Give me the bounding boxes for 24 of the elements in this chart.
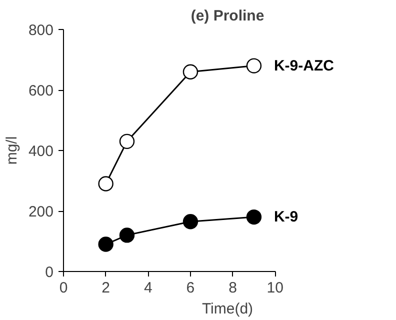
point <box>119 228 135 243</box>
point <box>182 64 198 80</box>
point <box>98 236 114 252</box>
series-label: K-9-AZC <box>274 57 334 74</box>
x-tick-label: 8 <box>228 280 237 296</box>
y-tick-label: 0 <box>45 264 54 281</box>
point <box>246 209 262 225</box>
x-tick-label: 2 <box>102 280 110 296</box>
y-tick-label: 400 <box>28 143 54 160</box>
point <box>98 176 114 192</box>
y-tick-label: 200 <box>28 204 54 220</box>
y-tick-label: 600 <box>28 82 54 100</box>
chart-title: (e) Proline <box>190 8 264 24</box>
y-tick-label: 800 <box>28 22 54 39</box>
x-tick-label: 10 <box>266 280 284 296</box>
x-axis-title: Time(d) <box>202 300 254 318</box>
x-tick-label: 6 <box>186 280 195 296</box>
point <box>246 58 262 74</box>
x-tick-label: 4 <box>144 280 152 296</box>
y-axis-title: mg/l <box>3 136 20 165</box>
point <box>182 214 198 230</box>
series-label: K-9 <box>274 208 298 226</box>
x-tick-label: 0 <box>59 280 68 296</box>
point <box>119 134 135 150</box>
